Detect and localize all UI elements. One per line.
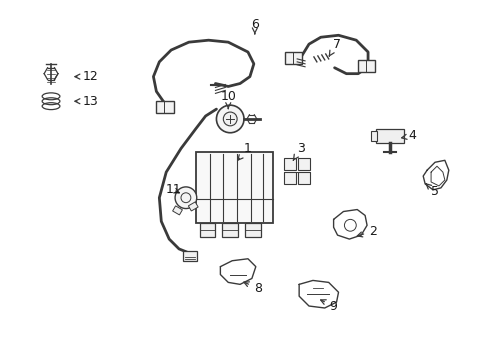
Bar (370, 131, 376, 141)
Text: 6: 6 (250, 18, 258, 34)
Text: 1: 1 (237, 142, 251, 160)
Text: 10: 10 (220, 90, 236, 108)
Text: 9: 9 (320, 300, 337, 312)
Circle shape (216, 105, 244, 133)
Bar (199, 223, 215, 237)
Bar (222, 223, 238, 237)
Bar (284, 158, 296, 170)
Bar (358, 60, 374, 72)
Circle shape (223, 112, 237, 126)
Text: 4: 4 (401, 129, 415, 142)
Text: 11: 11 (165, 183, 181, 196)
Bar (375, 129, 403, 143)
Text: 13: 13 (75, 95, 98, 108)
Text: 5: 5 (425, 184, 438, 198)
Bar (195, 152, 272, 223)
Text: 12: 12 (75, 70, 98, 83)
Text: 3: 3 (293, 142, 305, 160)
Bar (244, 223, 260, 237)
Bar (188, 202, 198, 211)
Text: 2: 2 (357, 225, 376, 238)
Bar (156, 101, 174, 113)
Text: 7: 7 (328, 38, 340, 56)
Bar (298, 158, 309, 170)
Circle shape (175, 187, 196, 208)
Bar (298, 172, 309, 184)
Bar (284, 172, 296, 184)
Bar (285, 52, 302, 64)
Bar (183, 251, 196, 261)
Bar (172, 206, 182, 215)
Text: 8: 8 (244, 282, 261, 295)
